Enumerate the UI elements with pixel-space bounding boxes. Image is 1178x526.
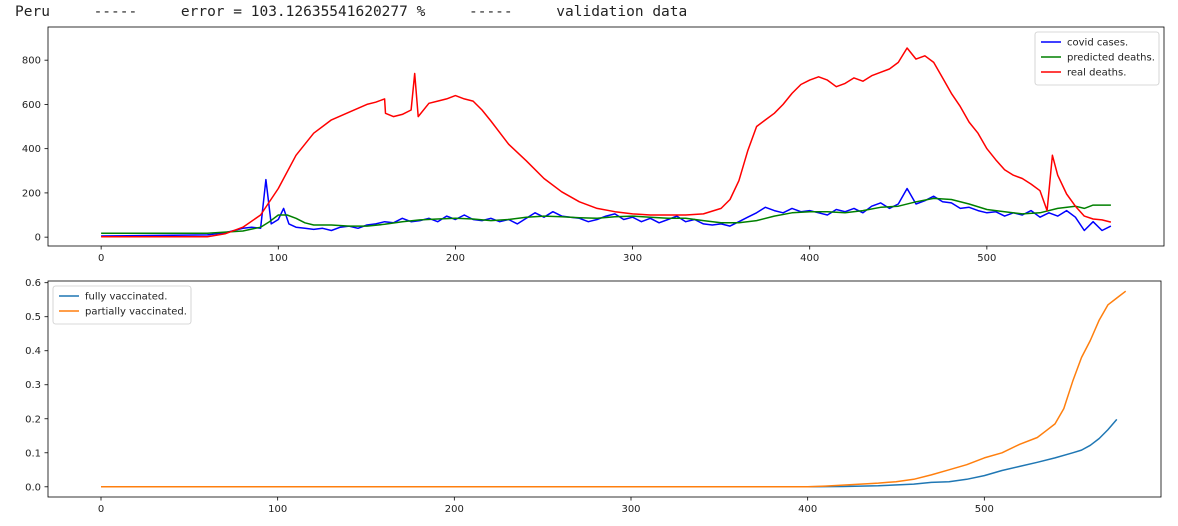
x-tick-label: 200 (445, 504, 464, 515)
y-tick-label: 0.1 (25, 448, 41, 459)
legend-label: partially vaccinated. (85, 307, 187, 318)
y-tick-label: 0 (35, 233, 41, 244)
legend: fully vaccinated. partially vaccinated. (52, 285, 192, 325)
x-tick-label: 300 (621, 504, 640, 515)
x-tick-label: 500 (977, 253, 996, 264)
y-tick-label: 600 (22, 100, 41, 111)
header-dataset: validation data (556, 4, 688, 20)
y-tick-label: 0.5 (25, 312, 41, 323)
y-tick-label: 0.6 (25, 278, 41, 289)
x-tick-label: 0 (98, 504, 104, 515)
y-tick-label: 800 (22, 56, 41, 67)
y-tick-label: 0.0 (25, 482, 41, 493)
legend-label: predicted deaths. (1067, 53, 1155, 64)
x-tick-label: 200 (446, 253, 465, 264)
legend-label: fully vaccinated. (85, 292, 167, 303)
header-country: Peru (15, 4, 50, 20)
legend-box (1034, 31, 1160, 86)
header-separator: ----- (468, 4, 513, 20)
legend-box (52, 285, 192, 325)
x-tick-label: 500 (975, 504, 994, 515)
header-separator: ----- (93, 4, 138, 20)
legend-label: covid cases. (1067, 38, 1128, 49)
x-tick-label: 400 (798, 504, 817, 515)
y-tick-label: 0.2 (25, 414, 41, 425)
legend: covid cases. predicted deaths. real deaths… (1034, 31, 1160, 86)
plot-frame (47, 280, 1162, 498)
y-tick-label: 200 (22, 188, 41, 199)
x-tick-label: 400 (800, 253, 819, 264)
vaccination-plot: 0 100 200 300 400 500 0.0 0.1 0.2 0.3 0.4 0.5 0.6 ful… (25, 278, 1162, 515)
x-tick-label: 100 (268, 504, 287, 515)
predicted-deaths-line (101, 197, 1111, 234)
covid-cases-line (101, 178, 1112, 237)
deaths-plot: 0 100 200 300 400 500 0 200 400 600 800 covid cases… (22, 26, 1165, 264)
plot-frame (47, 26, 1165, 247)
y-tick-label: 0.4 (25, 346, 41, 357)
y-tick-label: 0.3 (25, 380, 41, 391)
x-tick-label: 100 (269, 253, 288, 264)
x-tick-label: 300 (623, 253, 642, 264)
partially-vaccinated-line (101, 290, 1127, 488)
chart-header: Peru ----- error = 103.12635541620277 % … (15, 4, 687, 20)
fully-vaccinated-line (101, 418, 1118, 488)
header-error: error = 103.12635541620277 % (180, 4, 426, 20)
x-tick-label: 0 (98, 253, 104, 264)
y-tick-label: 400 (22, 144, 41, 155)
legend-label: real deaths. (1067, 68, 1126, 79)
real-deaths-line (101, 47, 1112, 238)
